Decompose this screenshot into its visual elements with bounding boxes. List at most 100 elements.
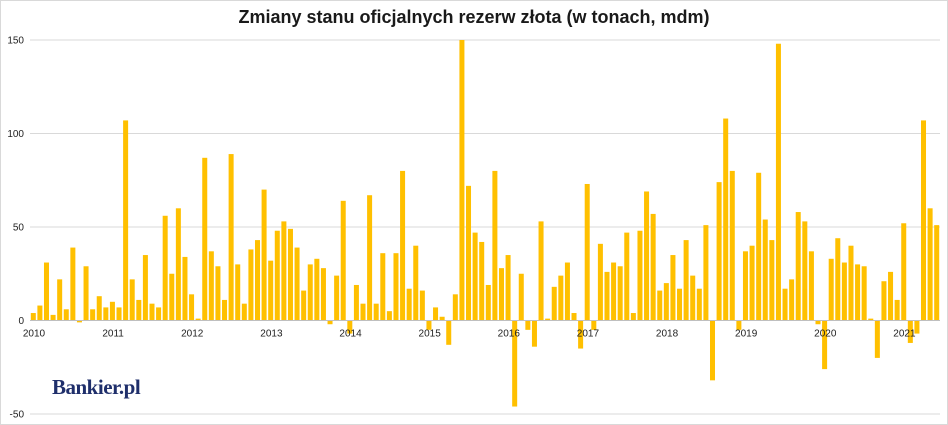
bar <box>650 213 656 321</box>
bar <box>545 318 551 321</box>
x-tick-label: 2013 <box>260 329 283 340</box>
bar <box>551 286 557 321</box>
bar <box>578 320 584 349</box>
bar <box>604 271 610 321</box>
bar <box>50 314 56 321</box>
bar <box>90 309 96 321</box>
bar <box>558 275 564 321</box>
bar <box>498 268 504 321</box>
bar <box>327 320 333 325</box>
bar <box>215 266 221 321</box>
bar <box>736 320 742 330</box>
bar <box>802 221 808 321</box>
bar <box>76 320 82 323</box>
bar <box>419 290 425 321</box>
bar <box>795 212 801 321</box>
bar <box>320 268 326 321</box>
bar <box>314 258 320 321</box>
bar <box>63 309 69 321</box>
bar <box>677 288 683 321</box>
bar <box>347 320 353 334</box>
bar <box>479 241 485 321</box>
x-tick-label: 2010 <box>23 329 46 340</box>
bar <box>228 154 234 321</box>
bar <box>459 40 465 321</box>
bar <box>406 288 412 321</box>
bar <box>400 170 406 321</box>
bar <box>287 228 293 321</box>
bar <box>254 240 261 321</box>
x-tick-label: 2020 <box>814 329 837 340</box>
bar <box>274 230 280 321</box>
bankier-logo: Bankier.pl <box>52 375 141 399</box>
bar <box>571 313 577 321</box>
y-tick-label: 0 <box>18 316 24 327</box>
bar <box>294 247 300 321</box>
bar <box>202 157 208 321</box>
x-tick-label: 2017 <box>577 329 600 340</box>
bar <box>123 120 129 321</box>
bar <box>413 245 419 321</box>
bar <box>149 303 155 321</box>
bar <box>83 266 89 321</box>
bar <box>452 294 458 321</box>
chart-title: Zmiany stanu oficjalnych rezerw złota (w… <box>238 7 710 27</box>
bar <box>57 279 63 321</box>
bar <box>756 172 762 321</box>
bar <box>169 273 175 321</box>
bar <box>518 273 524 321</box>
bar <box>373 303 379 321</box>
bar <box>868 318 874 321</box>
bar <box>70 247 76 321</box>
bar <box>630 313 636 321</box>
bar <box>439 316 445 321</box>
bar <box>597 243 603 321</box>
bar <box>709 320 716 381</box>
bar <box>874 320 880 358</box>
bar <box>716 182 722 321</box>
y-tick-label: 150 <box>7 36 24 47</box>
bar <box>663 283 669 321</box>
y-tick-label: -50 <box>10 410 25 421</box>
bar <box>841 262 847 321</box>
bar <box>531 320 537 347</box>
bar <box>222 299 228 321</box>
bar <box>894 299 900 321</box>
y-tick-label: 100 <box>7 129 24 140</box>
bar <box>835 238 841 321</box>
bar <box>175 208 181 321</box>
x-tick-label: 2018 <box>656 329 679 340</box>
bar <box>591 320 597 330</box>
bar <box>492 170 498 321</box>
bar <box>769 240 775 321</box>
bar <box>195 318 201 321</box>
bar <box>472 232 478 321</box>
bar <box>301 290 307 321</box>
bar <box>921 120 927 321</box>
bar <box>584 183 590 321</box>
bar <box>657 290 663 321</box>
bar <box>749 245 755 321</box>
bar <box>360 303 366 321</box>
bar <box>162 215 168 321</box>
bar <box>828 258 834 321</box>
bar <box>340 200 346 321</box>
bar <box>241 303 247 321</box>
x-tick-label: 2019 <box>735 329 758 340</box>
x-tick-label: 2014 <box>339 329 362 340</box>
bar <box>611 262 617 321</box>
x-tick-label: 2021 <box>893 329 916 340</box>
bar <box>855 264 861 321</box>
bar <box>564 262 570 321</box>
bar <box>927 208 933 321</box>
bar <box>881 281 887 321</box>
bar <box>30 313 36 321</box>
bar <box>426 320 432 330</box>
bar <box>723 118 729 321</box>
bar <box>103 307 109 321</box>
bar <box>129 279 135 321</box>
y-tick-label: 50 <box>13 223 25 234</box>
bar <box>901 223 907 321</box>
